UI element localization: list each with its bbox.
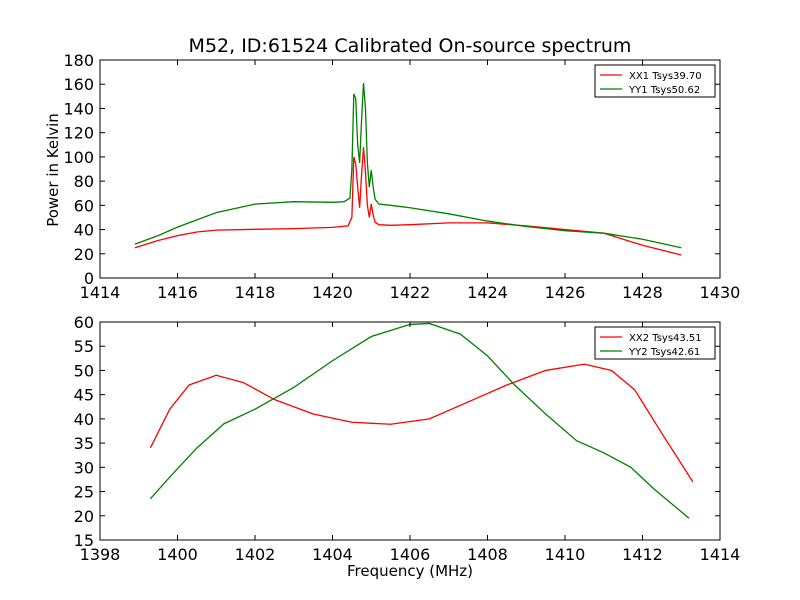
y-tick-label: 60 <box>74 313 94 332</box>
y-tick-label: 140 <box>63 99 94 118</box>
x-tick-label: 1398 <box>80 545 121 564</box>
y-tick-label: 100 <box>63 148 94 167</box>
y-tick-label: 30 <box>74 458 94 477</box>
series-line-xx <box>149 363 694 483</box>
chart-title: M52, ID:61524 Calibrated On-source spect… <box>189 35 632 57</box>
x-tick-label: 1400 <box>157 545 198 564</box>
y-tick-label: 25 <box>74 483 94 502</box>
legend-label: YY1 Tsys50.62 <box>628 85 700 96</box>
x-tick-label: 1406 <box>390 545 431 564</box>
x-tick-label: 1424 <box>467 283 508 302</box>
y-tick-label: 40 <box>74 221 94 240</box>
x-axis-label: Frequency (MHz) <box>347 562 473 580</box>
y-tick-label: 160 <box>63 75 94 94</box>
legend-label: YY2 Tsys42.61 <box>628 347 700 358</box>
x-tick-label: 1428 <box>622 283 663 302</box>
bottom-panel: Frequency (MHz) 1398 1400 1402 1404 1406 1408… <box>74 313 741 580</box>
x-tick-label: 1418 <box>235 283 276 302</box>
y-tick-label: 60 <box>74 196 94 215</box>
legend-label: XX1 Tsys39.70 <box>629 71 702 82</box>
series-line-xx <box>134 147 682 256</box>
x-tick-label: 1422 <box>390 283 431 302</box>
y-tick-label: 50 <box>74 361 94 380</box>
y-tick-label: 45 <box>74 386 94 405</box>
x-tick-label: 1410 <box>545 545 586 564</box>
series-line-yy <box>134 82 682 249</box>
x-tick-label: 1404 <box>312 545 353 564</box>
y-tick-label: 20 <box>74 245 94 264</box>
x-tick-label: 1412 <box>622 545 663 564</box>
y-tick-label: 0 <box>84 269 94 288</box>
top-panel: M52, ID:61524 Calibrated On-source spect… <box>44 35 740 302</box>
y-tick-label: 180 <box>63 51 94 70</box>
x-tick-label: 1402 <box>235 545 276 564</box>
x-tick-label: 1420 <box>312 283 353 302</box>
y-axis-label: Power in Kelvin <box>44 113 62 227</box>
x-tick-label: 1416 <box>157 283 198 302</box>
x-tick-label: 1408 <box>467 545 508 564</box>
y-tick-label: 35 <box>74 434 94 453</box>
legend-label: XX2 Tsys43.51 <box>629 333 702 344</box>
y-tick-label: 55 <box>74 337 94 356</box>
series-line-yy <box>149 322 690 519</box>
y-tick-label: 120 <box>63 124 94 143</box>
y-tick-label: 15 <box>74 531 94 550</box>
x-tick-label: 1426 <box>545 283 586 302</box>
y-tick-label: 80 <box>74 172 94 191</box>
legend-box <box>594 64 716 98</box>
x-tick-label: 1414 <box>80 283 121 302</box>
y-tick-label: 40 <box>74 410 94 429</box>
legend-box <box>594 326 716 360</box>
y-tick-label: 20 <box>74 507 94 526</box>
x-tick-label: 1414 <box>700 545 741 564</box>
x-tick-label: 1430 <box>700 283 741 302</box>
